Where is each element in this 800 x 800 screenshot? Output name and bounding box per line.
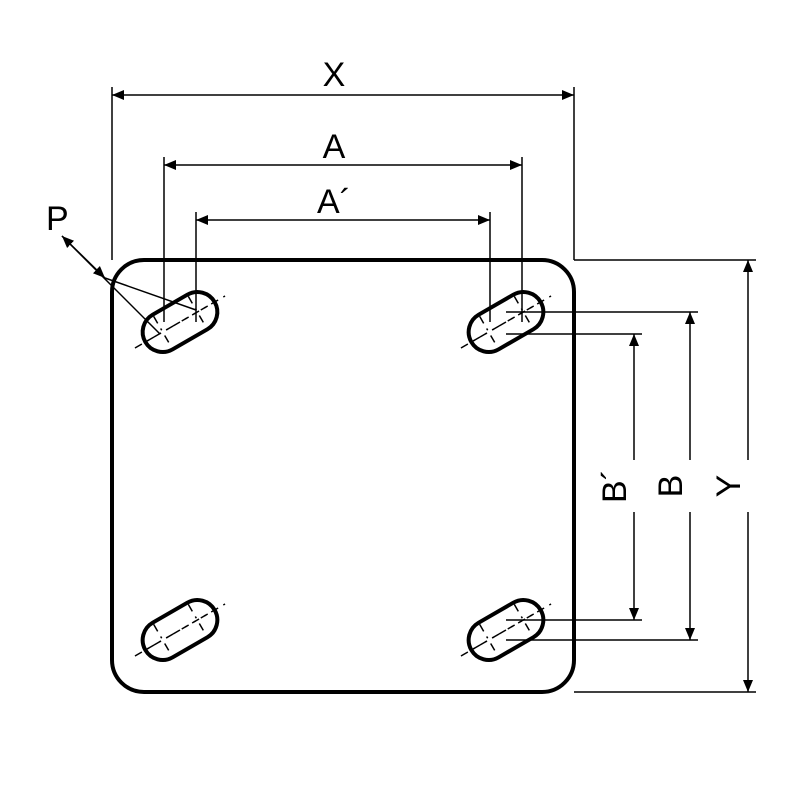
dim-b-label: B xyxy=(652,475,690,498)
dim-y-label: Y xyxy=(710,475,748,498)
extension-line xyxy=(105,278,196,310)
plate-outline xyxy=(112,260,574,692)
dimension-diagram: XA A´ YB B´ P xyxy=(0,0,800,800)
dim-bprime-label: B´ xyxy=(596,469,634,503)
dim-p-label: P xyxy=(46,200,69,238)
slot xyxy=(451,587,561,674)
dim-aprime-label: A´ xyxy=(317,183,351,221)
slot xyxy=(451,279,561,366)
slot xyxy=(125,587,235,674)
dim-p-line xyxy=(62,236,105,278)
dim-a-label: A xyxy=(323,128,346,166)
dim-x-label: X xyxy=(323,56,346,94)
slot xyxy=(125,279,235,366)
